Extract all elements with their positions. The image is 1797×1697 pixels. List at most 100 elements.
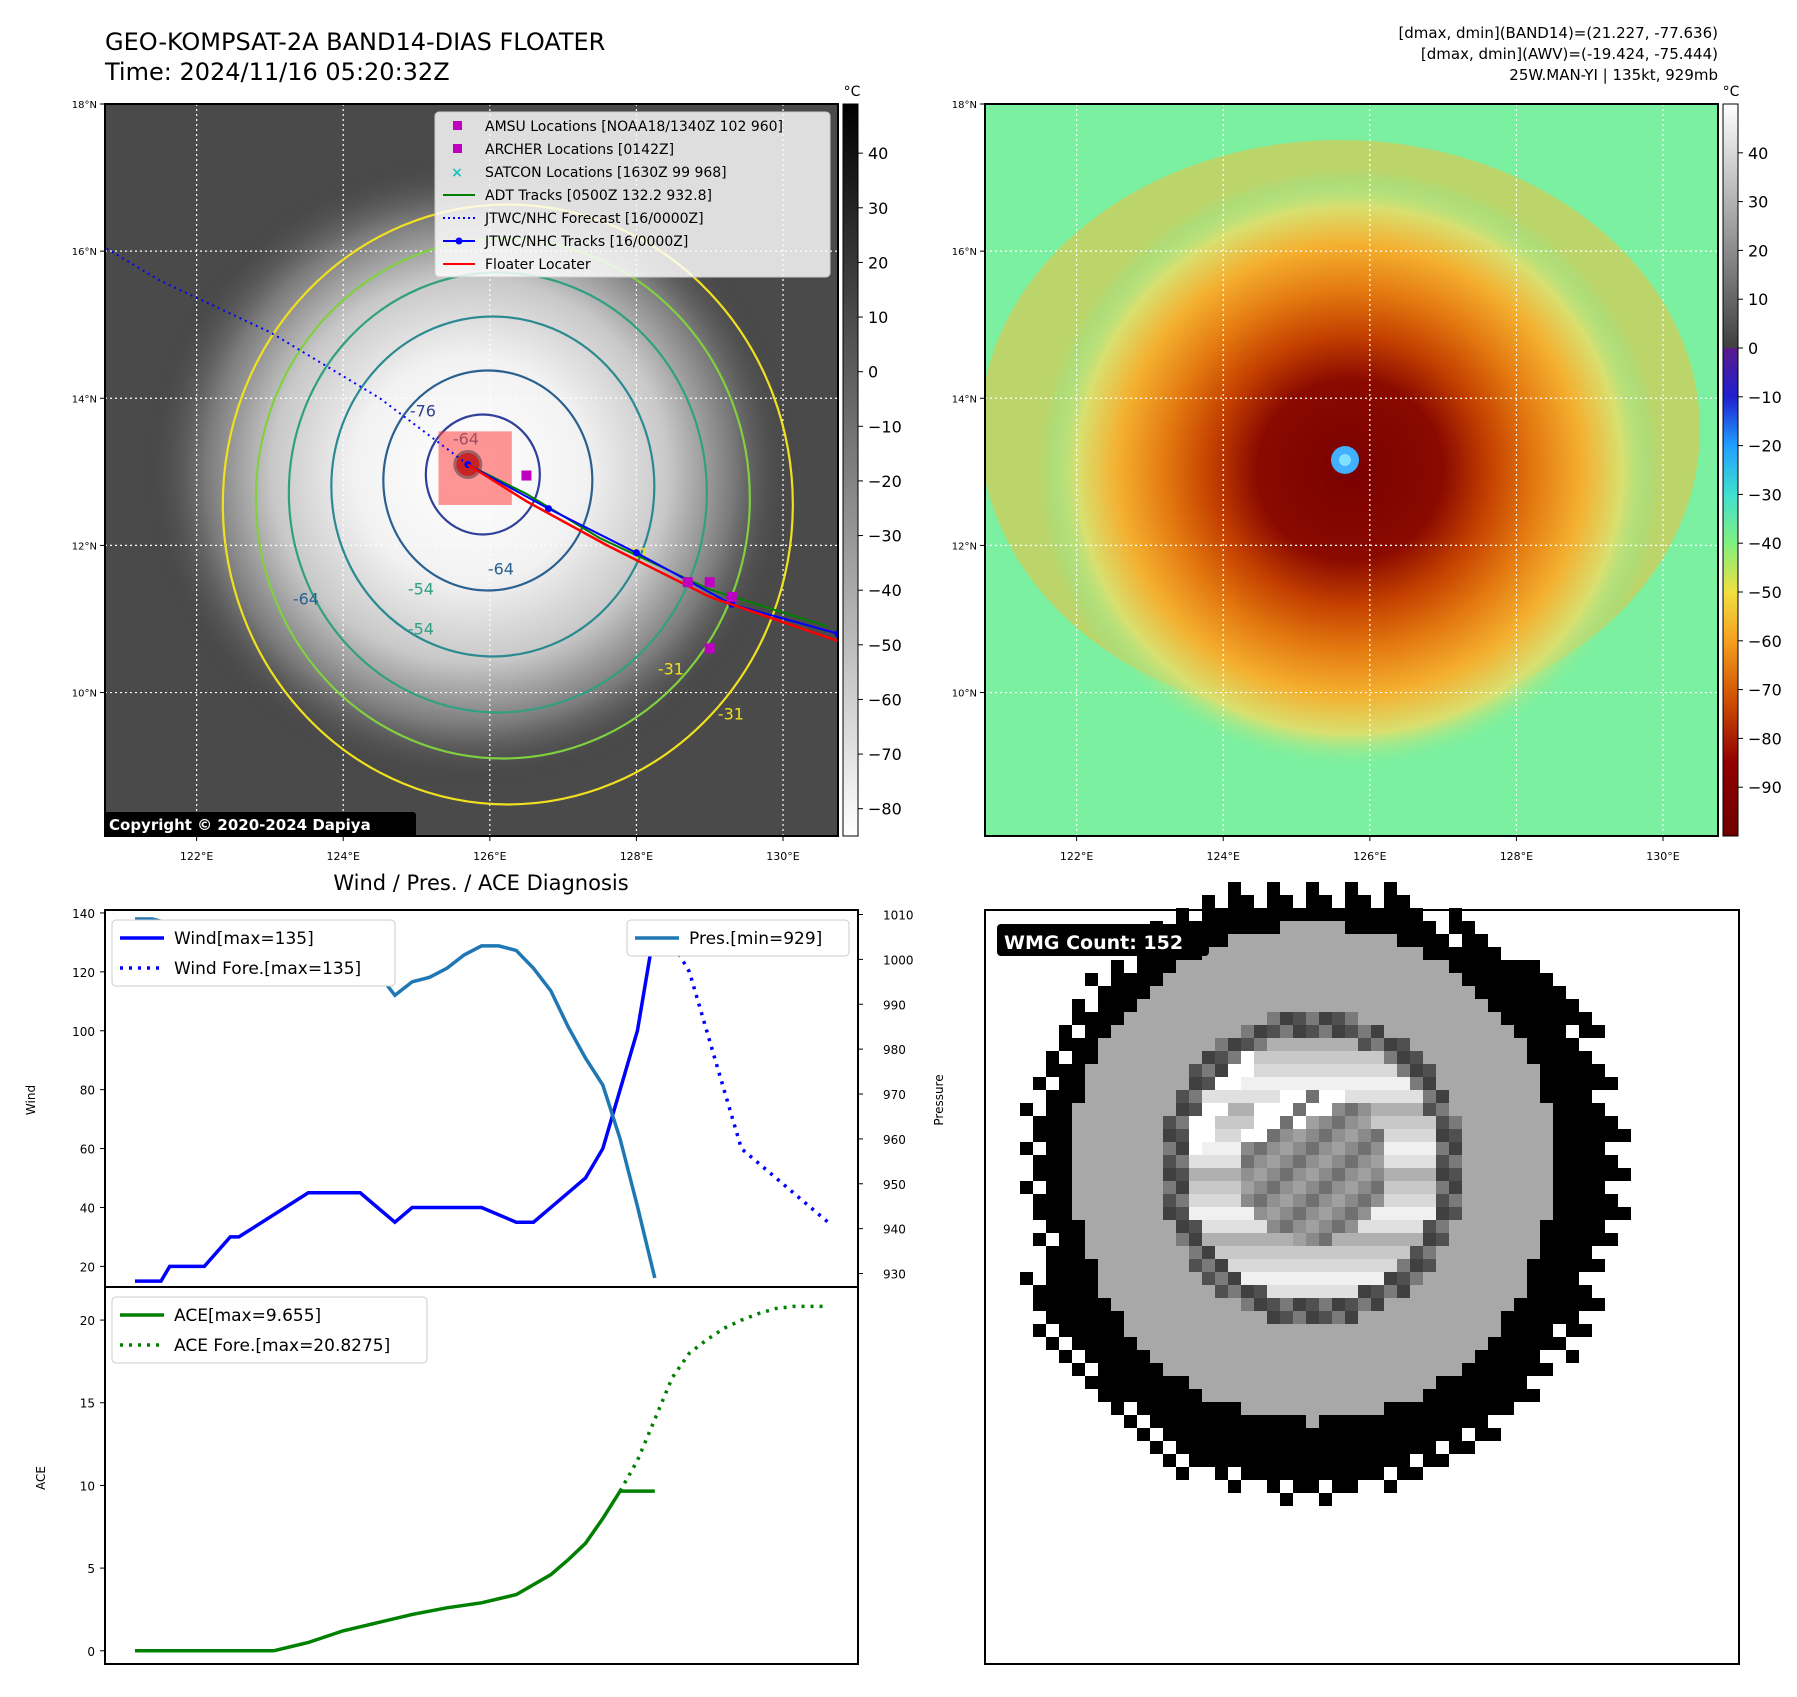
wmg-pixel	[1462, 999, 1475, 1012]
wmg-pixel	[1306, 1350, 1319, 1363]
wmg-pixel	[1319, 1285, 1332, 1298]
colorbar-tick-label: −60	[868, 690, 902, 709]
wmg-pixel	[1189, 1090, 1202, 1103]
wmg-pixel	[1189, 1337, 1202, 1350]
wmg-pixel	[1397, 1259, 1410, 1272]
wmg-pixel	[1384, 1155, 1397, 1168]
wmg-pixel	[1449, 1350, 1462, 1363]
wmg-pixel	[1384, 1129, 1397, 1142]
wmg-pixel	[1280, 1415, 1293, 1428]
wmg-pixel	[1371, 1103, 1384, 1116]
wmg-pixel	[1228, 1181, 1241, 1194]
wmg-pixel	[1111, 1090, 1124, 1103]
wmg-pixel	[1241, 921, 1254, 934]
wmg-pixel	[1267, 999, 1280, 1012]
wmg-pixel	[1319, 1194, 1332, 1207]
wmg-pixel	[1124, 1220, 1137, 1233]
wmg-pixel	[1280, 973, 1293, 986]
wmg-pixel	[1384, 882, 1397, 895]
wmg-pixel	[1267, 1246, 1280, 1259]
wmg-pixel	[1241, 908, 1254, 921]
wmg-pixel	[1371, 1246, 1384, 1259]
wmg-pixel	[1553, 986, 1566, 999]
y-tick-label: 40	[80, 1201, 95, 1215]
wmg-pixel	[1332, 1376, 1345, 1389]
wmg-pixel	[1111, 1350, 1124, 1363]
wmg-pixel	[1397, 1090, 1410, 1103]
wmg-pixel	[1137, 1025, 1150, 1038]
wmg-pixel	[1540, 1103, 1553, 1116]
wmg-pixel	[1436, 1389, 1449, 1402]
wmg-pixel	[1436, 1350, 1449, 1363]
wmg-pixel	[1566, 1077, 1579, 1090]
wmg-pixel	[1384, 1077, 1397, 1090]
wmg-pixel	[1254, 1051, 1267, 1064]
wmg-pixel	[1176, 1272, 1189, 1285]
wmg-pixel	[1384, 1454, 1397, 1467]
diagnosis-title: Wind / Pres. / ACE Diagnosis	[333, 871, 628, 895]
wmg-pixel	[1306, 1337, 1319, 1350]
wmg-pixel	[1462, 1441, 1475, 1454]
wmg-pixel	[1163, 1402, 1176, 1415]
awv-frame	[984, 103, 1719, 837]
wmg-pixel	[1228, 1441, 1241, 1454]
wmg-pixel	[1189, 960, 1202, 973]
wmg-pixel	[1098, 1363, 1111, 1376]
wmg-pixel	[1410, 1194, 1423, 1207]
wmg-pixel	[1176, 986, 1189, 999]
wmg-pixel	[1163, 1207, 1176, 1220]
wmg-pixel	[1280, 1207, 1293, 1220]
wmg-pixel	[1488, 1337, 1501, 1350]
wmg-pixel	[1345, 1129, 1358, 1142]
floater-track-line	[467, 463, 838, 643]
wmg-pixel	[1111, 1376, 1124, 1389]
wmg-pixel	[1215, 1324, 1228, 1337]
wmg-pixel	[1202, 1285, 1215, 1298]
wmg-pixel	[1514, 1103, 1527, 1116]
wmg-pixel	[1254, 1012, 1267, 1025]
wmg-pixel	[1475, 1142, 1488, 1155]
wmg-pixel	[1345, 1103, 1358, 1116]
wmg-pixel	[1085, 1350, 1098, 1363]
wmg-pixel	[1189, 1233, 1202, 1246]
wmg-pixel	[1488, 960, 1501, 973]
wmg-pixel	[1514, 1038, 1527, 1051]
wmg-pixel	[1501, 1259, 1514, 1272]
wmg-pixel	[1215, 1233, 1228, 1246]
wmg-pixel	[1475, 1415, 1488, 1428]
wmg-pixel	[1254, 1038, 1267, 1051]
wmg-pixel	[1488, 1246, 1501, 1259]
wmg-pixel	[1254, 1233, 1267, 1246]
wmg-pixel	[1423, 1298, 1436, 1311]
wmg-pixel	[1332, 1181, 1345, 1194]
wmg-pixel	[1215, 1129, 1228, 1142]
wmg-pixel	[1371, 1402, 1384, 1415]
wmg-pixel	[1137, 1376, 1150, 1389]
wmg-pixel	[1215, 1168, 1228, 1181]
wmg-pixel	[1605, 1194, 1618, 1207]
wmg-pixel	[1202, 1337, 1215, 1350]
wmg-pixel	[1280, 921, 1293, 934]
wmg-pixel	[1540, 1064, 1553, 1077]
wmg-pixel	[1215, 1181, 1228, 1194]
wmg-pixel	[1462, 1038, 1475, 1051]
wmg-pixel	[1293, 1441, 1306, 1454]
wmg-pixel	[1410, 1376, 1423, 1389]
series-line	[618, 1304, 828, 1492]
legend-marker: ×	[451, 165, 463, 181]
wmg-pixel	[1267, 1389, 1280, 1402]
wmg-pixel	[1345, 1376, 1358, 1389]
wmg-pixel	[1553, 1285, 1566, 1298]
amsu-point	[726, 591, 737, 602]
wmg-pixel	[1332, 1025, 1345, 1038]
wmg-pixel	[1033, 1298, 1046, 1311]
wmg-pixel	[1553, 1012, 1566, 1025]
colorbar-tick-label: 10	[1748, 290, 1768, 309]
wmg-pixel	[1124, 1129, 1137, 1142]
wmg-pixel	[1579, 1259, 1592, 1272]
wmg-pixel	[1176, 1428, 1189, 1441]
wmg-pixel	[1423, 1129, 1436, 1142]
wmg-pixel	[1293, 1246, 1306, 1259]
wmg-pixel	[1332, 1038, 1345, 1051]
